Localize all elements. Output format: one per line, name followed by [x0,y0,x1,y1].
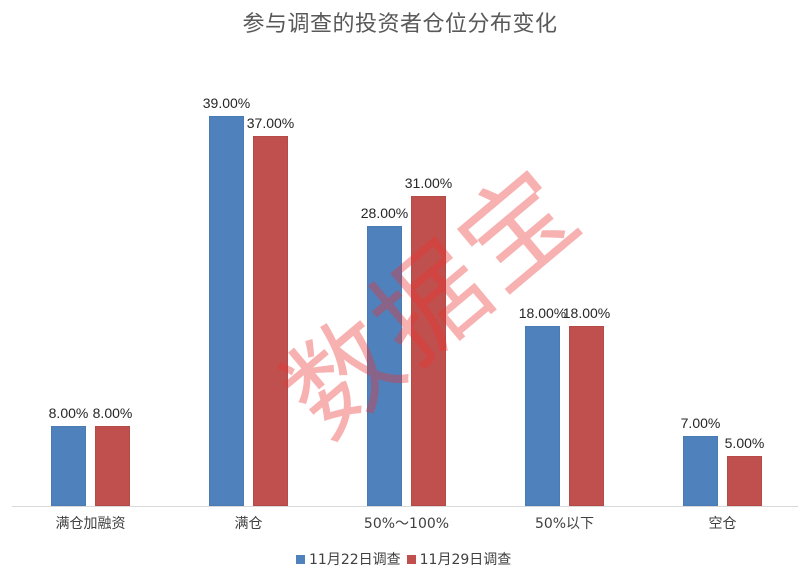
legend-label: 11月29日调查 [419,552,512,568]
bar [525,326,560,506]
x-tick-label: 50%以下 [534,516,595,532]
data-label: 8.00% [48,405,89,421]
x-tick-label: 空仓 [708,516,737,532]
legend-swatch-icon [406,554,416,564]
bar [253,136,288,506]
bar [95,426,130,506]
legend-item: 11月29日调查 [406,549,512,569]
legend: 11月22日调查 11月29日调查 [296,549,513,569]
bar [51,426,86,506]
data-label: 28.00% [360,205,409,221]
data-label: 5.00% [724,435,765,451]
x-tick-label: 满仓加融资 [55,516,126,532]
data-label: 18.00% [518,305,567,321]
bar [367,226,402,506]
data-label: 7.00% [680,415,721,431]
chart-title: 参与调查的投资者仓位分布变化 [242,12,558,37]
data-label: 37.00% [246,115,295,131]
bar [209,116,244,506]
data-label: 31.00% [404,175,453,191]
bar [411,196,446,506]
x-tick-label: 满仓 [234,516,263,532]
bar [727,456,762,506]
legend-swatch-icon [296,554,305,564]
bar [683,436,718,506]
data-label: 39.00% [202,95,251,111]
x-axis-line [12,506,798,507]
data-label: 8.00% [92,405,133,421]
bar [569,326,604,506]
x-tick-label: 50%～100% [363,516,450,532]
legend-item: 11月22日调查 [296,549,401,569]
legend-label: 11月22日调查 [309,552,401,568]
data-label: 18.00% [562,305,611,321]
